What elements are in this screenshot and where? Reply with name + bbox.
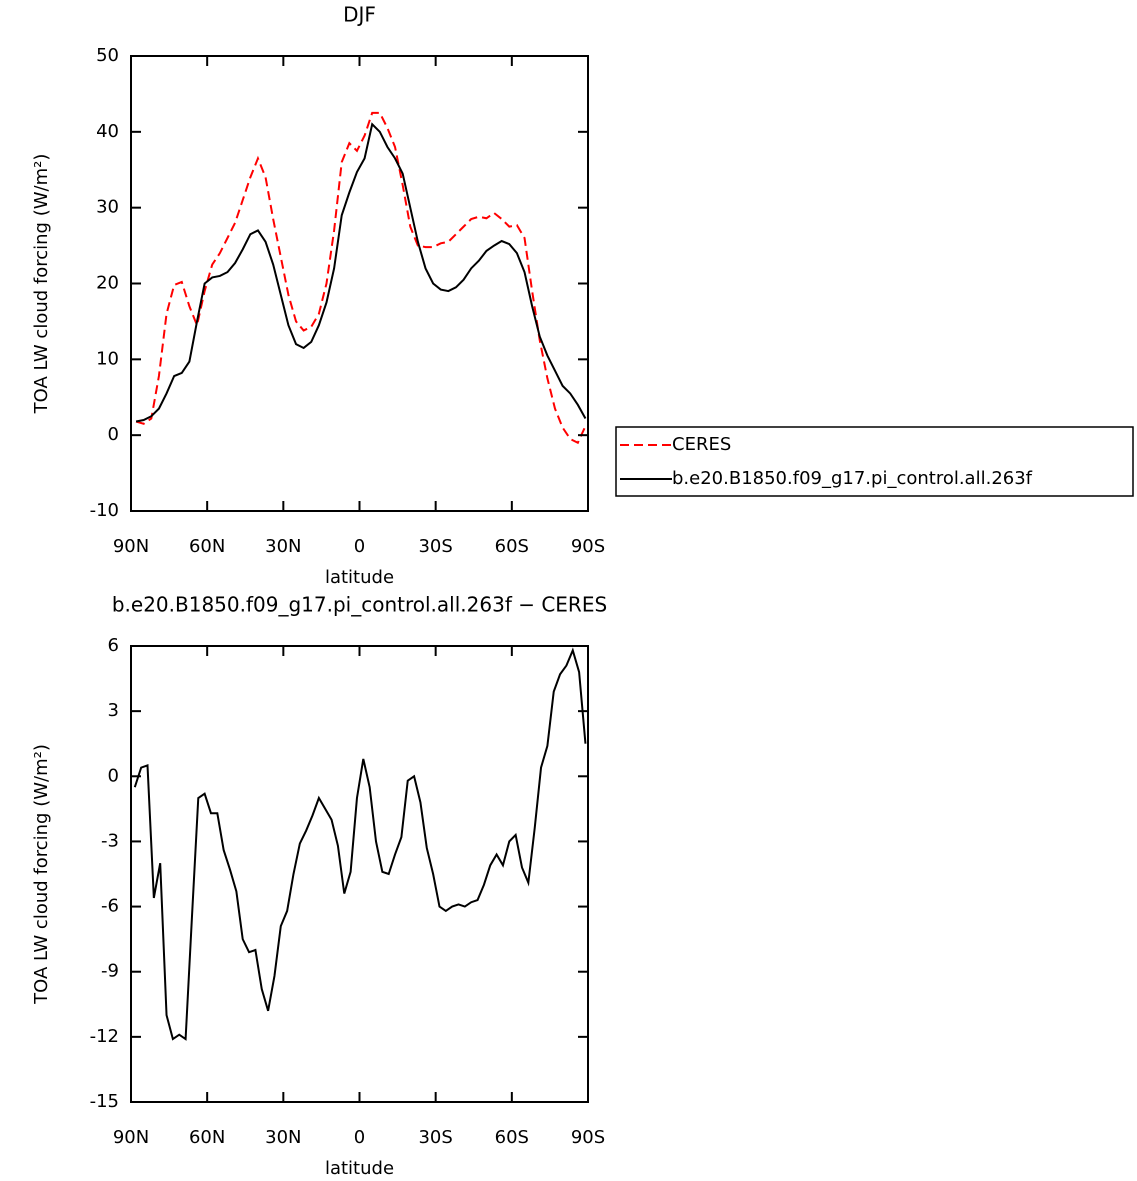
x-tick-label: 0 xyxy=(354,1127,365,1148)
y-tick-label: 20 xyxy=(96,273,119,294)
y-tick-label: -3 xyxy=(101,830,119,851)
y-tick-label: -6 xyxy=(101,896,119,917)
x-tick-label: 90S xyxy=(571,536,605,557)
data-line xyxy=(133,647,587,1041)
x-tick-label: 60S xyxy=(495,1127,529,1148)
y-tick-label: 50 xyxy=(96,45,119,66)
legend-box xyxy=(615,426,1134,497)
y-tick-label: 40 xyxy=(96,121,119,142)
y-tick-label: -12 xyxy=(90,1026,119,1047)
x-tick-label: 0 xyxy=(354,536,365,557)
x-tick-label: 90N xyxy=(113,536,149,557)
y-tick-label: 3 xyxy=(108,700,119,721)
y-tick-label: 30 xyxy=(96,197,119,218)
data-line xyxy=(135,122,587,423)
x-tick-label: 30S xyxy=(418,1127,452,1148)
x-tick-label: 30S xyxy=(418,536,452,557)
y-tick-label: 10 xyxy=(96,348,119,369)
y-axis-label: TOA LW cloud forcing (W/m²) xyxy=(31,744,52,1005)
x-tick-label: 60S xyxy=(495,536,529,557)
y-tick-label: 6 xyxy=(108,635,119,656)
x-axis-label: latitude xyxy=(325,1158,394,1179)
legend-label: CERES xyxy=(672,434,731,455)
x-tick-label: 60N xyxy=(189,1127,225,1148)
x-axis-label: latitude xyxy=(325,567,394,588)
x-tick-label: 30N xyxy=(265,536,301,557)
x-tick-label: 90S xyxy=(571,1127,605,1148)
legend-label: b.e20.B1850.f09_g17.pi_control.all.263f xyxy=(672,468,1033,489)
y-tick-label: -15 xyxy=(90,1091,119,1112)
x-tick-label: 60N xyxy=(189,536,225,557)
y-tick-label: -9 xyxy=(101,961,119,982)
y-tick-label: 0 xyxy=(108,424,119,445)
y-axis-label: TOA LW cloud forcing (W/m²) xyxy=(31,154,52,415)
x-tick-label: 30N xyxy=(265,1127,301,1148)
x-tick-label: 90N xyxy=(113,1127,149,1148)
chart-title: DJF xyxy=(343,3,376,27)
plot-frame xyxy=(130,55,589,512)
y-tick-label: 0 xyxy=(108,765,119,786)
data-line xyxy=(135,111,587,445)
chart-title: b.e20.B1850.f09_g17.pi_control.all.263f … xyxy=(112,593,607,617)
plot-frame xyxy=(130,645,589,1103)
y-tick-label: -10 xyxy=(90,500,119,521)
